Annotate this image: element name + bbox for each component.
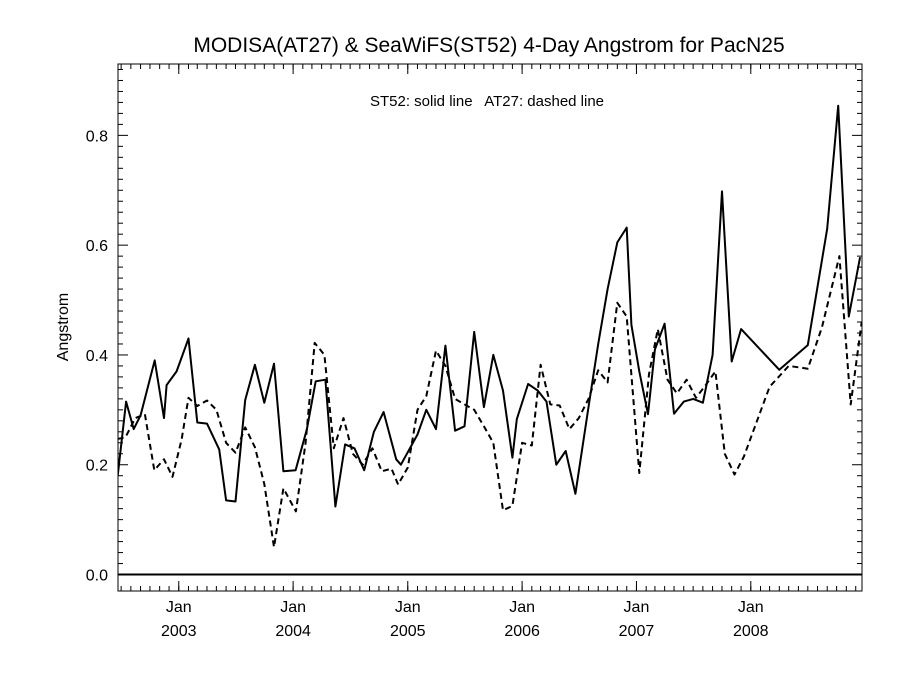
x-tick-year-label: 2006: [504, 623, 540, 640]
chart-title: MODISA(AT27) & SeaWiFS(ST52) 4-Day Angst…: [193, 34, 784, 57]
axis-ticks: [118, 64, 862, 591]
x-tick-year-label: 2007: [619, 623, 655, 640]
y-tick-label: 0.0: [86, 568, 108, 585]
tick-labels: 0.0 0.2 0.4 0.6 0.8 Jan 2003 Jan 2004 Jan 2005 Jan 2…: [86, 128, 769, 640]
y-axis-label: Angstrom: [55, 293, 72, 361]
y-tick-label: 0.8: [86, 128, 108, 145]
x-tick-year-label: 2005: [390, 623, 426, 640]
x-tick-year-label: 2008: [733, 623, 769, 640]
x-tick-month-label: Jan: [395, 599, 421, 616]
plot-frame: [117, 63, 863, 592]
x-tick-month-label: Jan: [738, 599, 764, 616]
x-tick-month-label: Jan: [280, 599, 306, 616]
y-tick-label: 0.4: [86, 348, 108, 365]
series-layer: [118, 104, 862, 576]
x-tick-month-label: Jan: [166, 599, 192, 616]
series-line-at27: [118, 255, 862, 549]
y-tick-label: 0.2: [86, 458, 108, 475]
legend-annotation: ST52: solid line AT27: dashed line: [370, 93, 604, 110]
y-tick-label: 0.6: [86, 238, 108, 255]
x-tick-month-label: Jan: [509, 599, 535, 616]
x-tick-year-label: 2004: [275, 623, 311, 640]
x-tick-year-label: 2003: [161, 623, 197, 640]
x-tick-month-label: Jan: [624, 599, 650, 616]
series-line-st52: [118, 104, 862, 508]
